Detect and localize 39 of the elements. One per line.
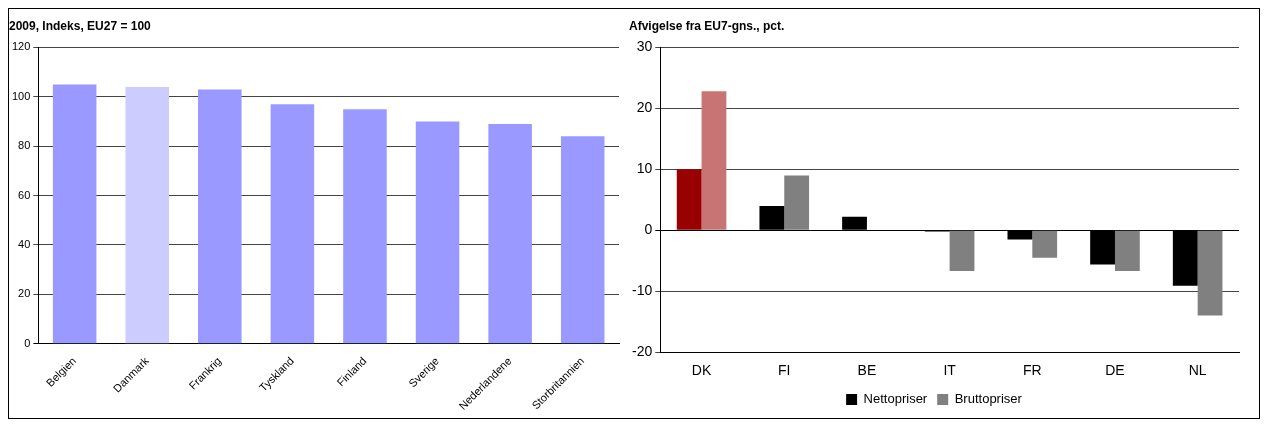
- y-tick-label: 20: [636, 99, 653, 116]
- y-tick-label: 100: [11, 89, 31, 102]
- x-tick-label: IT: [943, 362, 957, 379]
- y-tick-label: 10: [636, 160, 653, 177]
- bar: [343, 109, 387, 344]
- bar: [701, 91, 727, 230]
- y-tick-label: 20: [18, 287, 31, 300]
- bar: [1114, 230, 1140, 272]
- bar: [1197, 230, 1223, 316]
- y-tick-label: 120: [11, 40, 31, 53]
- x-tick-label: FR: [1022, 362, 1042, 379]
- bar: [198, 89, 242, 344]
- legend-label: Bruttopriser: [954, 391, 1023, 407]
- bar: [676, 169, 702, 230]
- chart-title: 2009, Indeks, EU27 = 100: [9, 18, 152, 33]
- x-tick-label: BE: [857, 362, 877, 379]
- y-tick-label: 60: [18, 188, 31, 201]
- x-tick-label: DK: [691, 362, 712, 379]
- bar: [784, 175, 810, 230]
- x-tick-label: NL: [1188, 362, 1207, 379]
- bar: [560, 136, 605, 344]
- y-tick-label: 0: [644, 221, 653, 238]
- x-tick-label: FI: [778, 362, 791, 379]
- bar: [125, 86, 169, 344]
- y-tick-label: 0: [24, 336, 31, 349]
- y-tick-label: -20: [632, 343, 653, 360]
- bar: [488, 123, 532, 344]
- bar: [270, 104, 315, 344]
- legend-label: Nettopriser: [863, 391, 928, 407]
- y-tick-label: 80: [18, 139, 31, 152]
- bar: [1032, 230, 1058, 258]
- chart-title: Afvigelse fra EU7-gns., pct.: [629, 18, 785, 33]
- x-tick-label: DE: [1105, 362, 1125, 379]
- y-tick-label: 40: [18, 238, 31, 251]
- bar: [949, 230, 975, 272]
- bar: [415, 121, 460, 344]
- y-tick-label: 30: [636, 38, 653, 55]
- bar: [52, 84, 97, 344]
- y-tick-label: -10: [632, 282, 653, 299]
